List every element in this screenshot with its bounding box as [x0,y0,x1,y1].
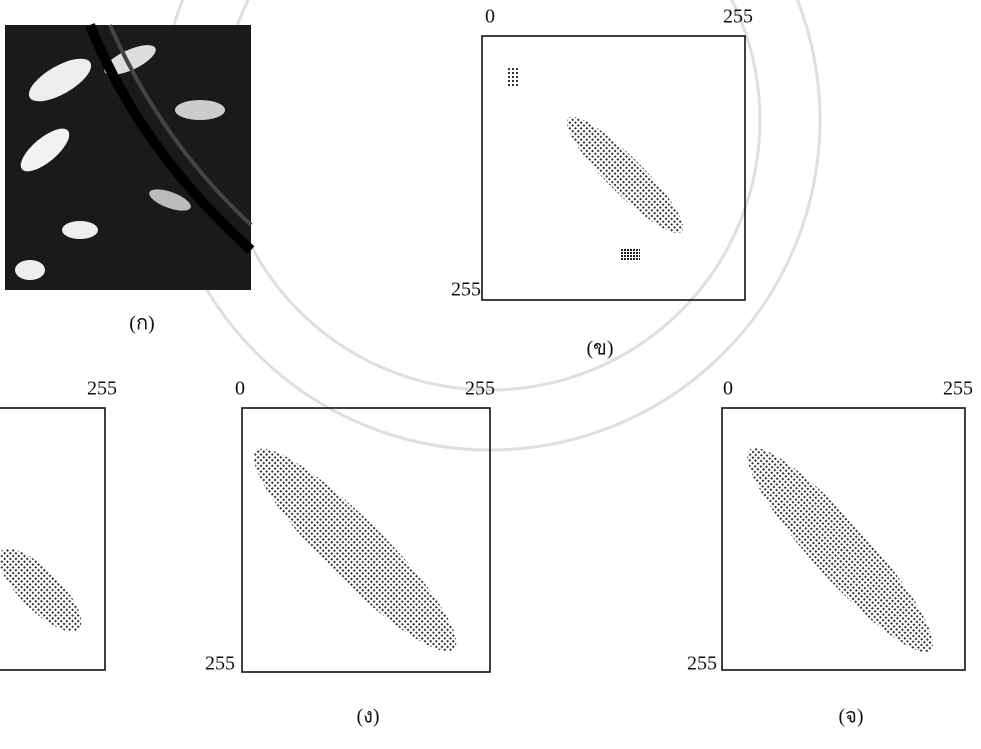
scatter-cloud [235,430,475,670]
scatter-cloud [0,537,93,643]
axis-label: 255 [687,653,717,675]
caption: (ง) [356,706,379,728]
axis-label: 0 [723,378,733,400]
caption: (จ) [838,706,863,728]
axis-label: 255 [723,6,753,28]
satellite-image [5,25,251,290]
caption: (ก) [129,313,154,335]
scatter-cloud [506,68,694,260]
axis-label: 255 [87,378,117,400]
axis-label: 0 [485,6,495,28]
axis-label: 255 [943,378,973,400]
axis-label: 255 [205,653,235,675]
page: (ก) 0 255 255 (ข) 255 0 255 255 (ง) 0 25… [0,0,981,744]
axis-label: 255 [465,378,495,400]
scatter-box [0,408,105,670]
caption: (ข) [587,338,614,360]
figure: (ก) 0 255 255 (ข) 255 0 255 255 (ง) 0 25… [0,0,981,744]
axis-label: 0 [235,378,245,400]
scatter-cloud [729,431,951,669]
axis-label: 255 [451,279,481,301]
